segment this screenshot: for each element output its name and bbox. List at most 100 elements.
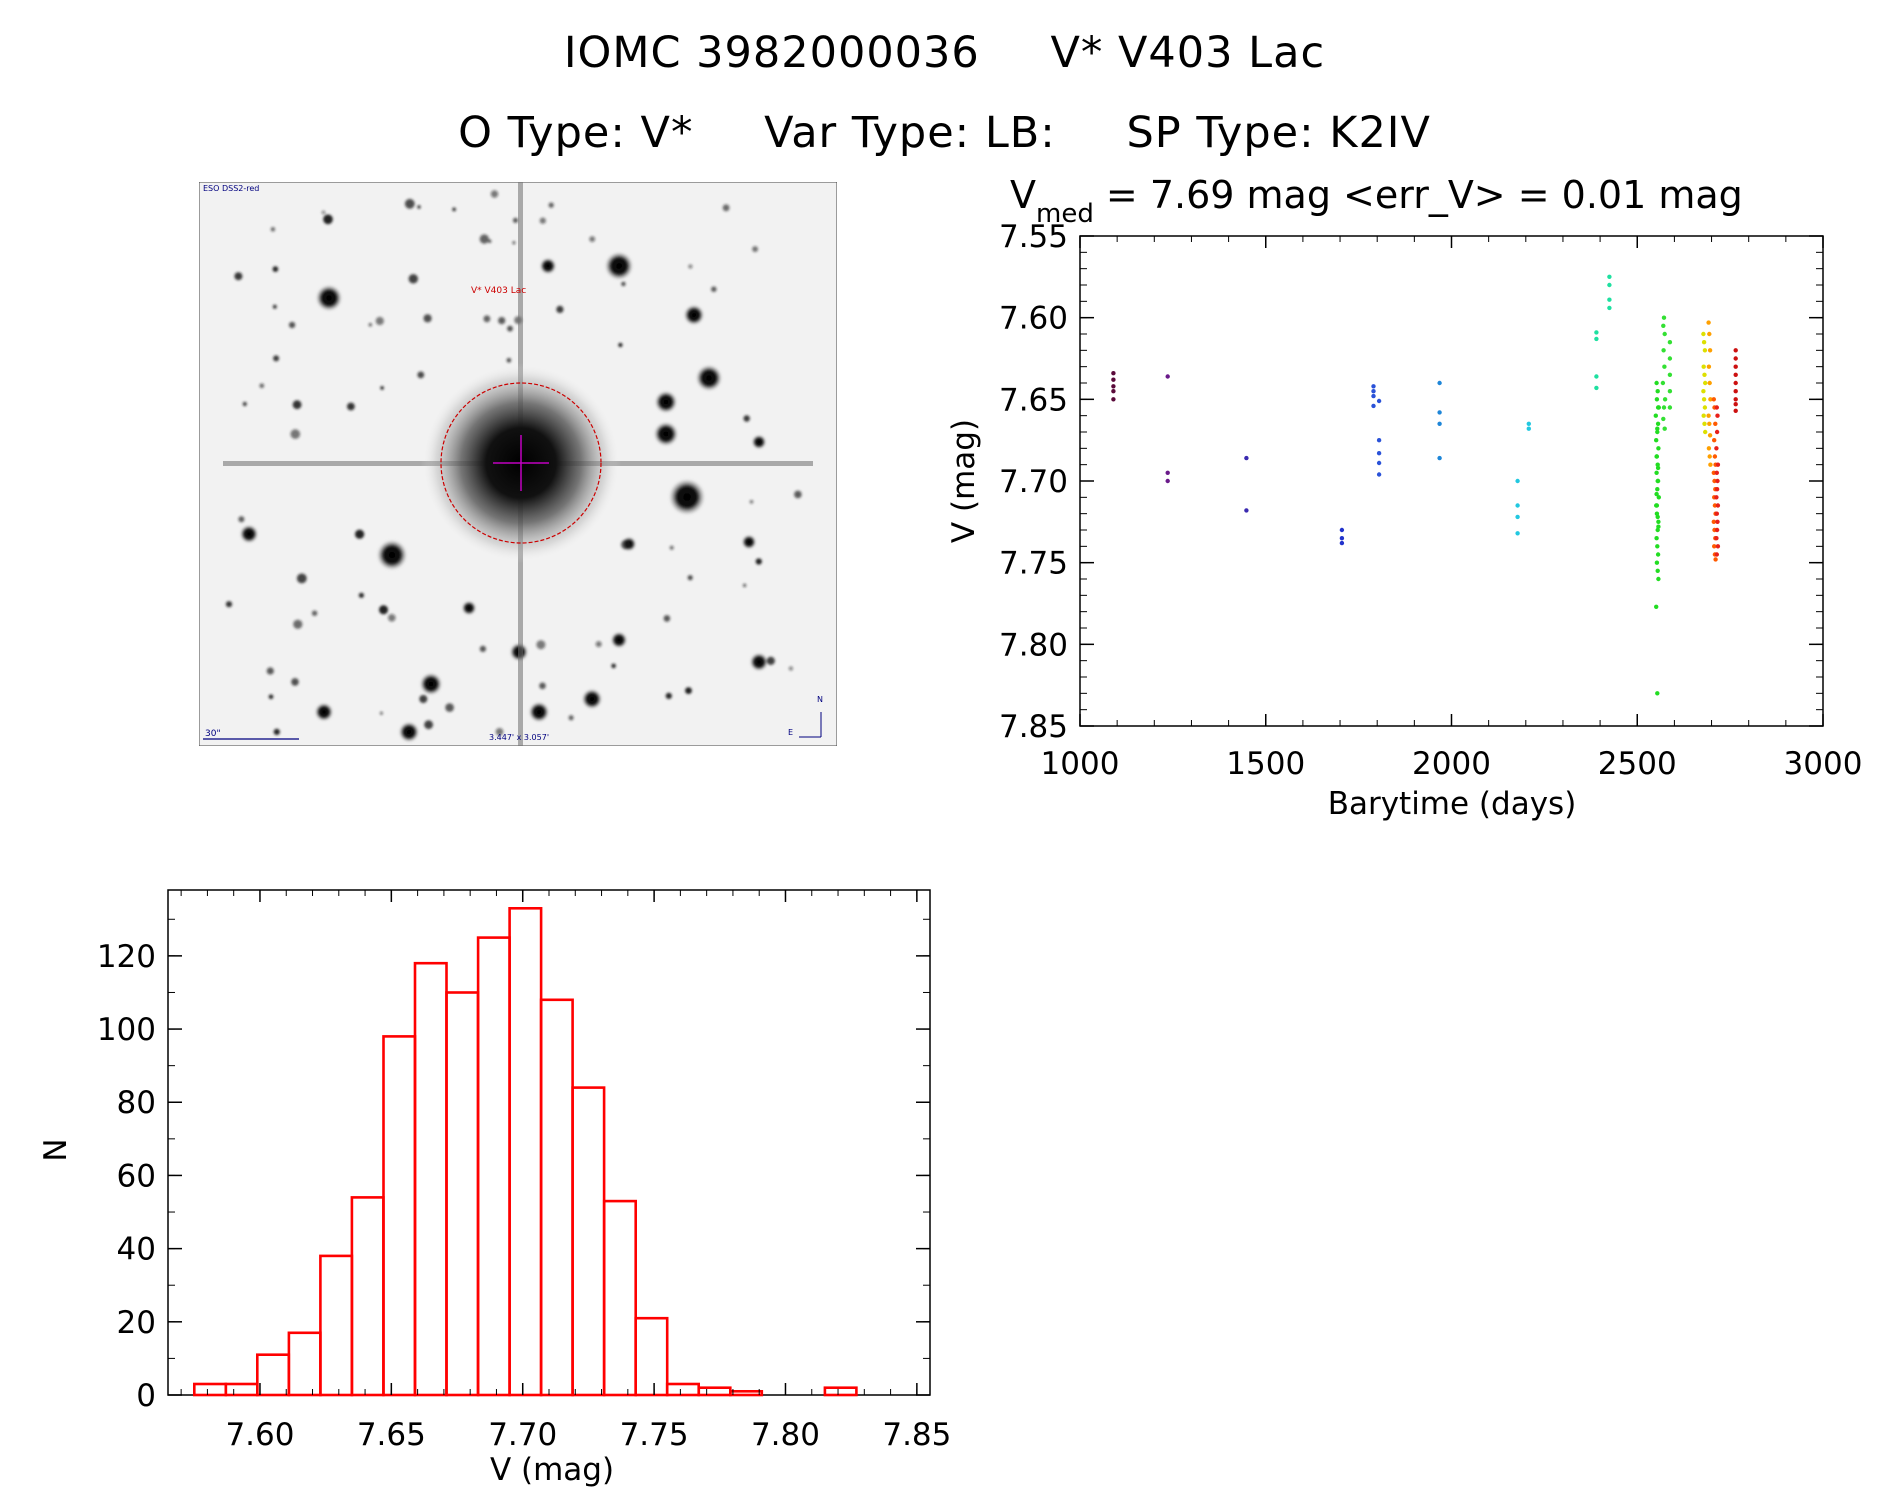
field-star	[669, 545, 674, 550]
field-star	[688, 264, 693, 269]
lc-point	[1111, 397, 1116, 402]
field-star	[539, 217, 546, 224]
lc-y-tick-label: 7.65	[999, 382, 1068, 418]
field-star	[513, 217, 518, 223]
field-star	[417, 205, 421, 209]
field-star	[234, 272, 243, 281]
lc-point	[1667, 372, 1673, 377]
lc-point	[1654, 397, 1660, 402]
lc-point	[1662, 364, 1667, 369]
lc-xlabel: Barytime (days)	[1328, 786, 1577, 822]
hist-bar	[823, 1386, 858, 1397]
field-star	[272, 304, 277, 309]
lc-point	[1371, 393, 1376, 399]
lc-point	[1244, 455, 1249, 461]
lc-point	[1111, 384, 1116, 389]
field-star	[512, 241, 516, 245]
lc-point	[1655, 405, 1661, 410]
lc-y-tick-label: 7.55	[999, 219, 1068, 255]
lc-y-tick-label: 7.70	[999, 464, 1068, 500]
field-star	[225, 601, 233, 608]
lc-point	[1339, 527, 1345, 533]
o-type: O Type: V*	[458, 108, 694, 158]
lc-point	[1667, 340, 1673, 345]
lc-point	[1655, 465, 1661, 471]
field-star	[536, 640, 546, 650]
lc-point	[1656, 519, 1661, 524]
field-star	[752, 435, 766, 449]
field-star	[621, 539, 631, 550]
lc-point	[1654, 454, 1659, 459]
light-curve-chart: Vmed = 7.69 mag <err_V> = 0.01 mag 1000 1…	[946, 173, 1862, 822]
hist-bar	[319, 1254, 354, 1397]
lc-point	[1733, 372, 1738, 377]
lc-point	[1371, 384, 1376, 389]
lc-point	[1701, 364, 1706, 369]
hist-bar	[350, 1196, 385, 1397]
field-star	[611, 663, 616, 669]
lc-plot-frame	[1079, 235, 1824, 727]
field-star	[379, 711, 383, 715]
lc-point	[1655, 552, 1661, 557]
field-star	[595, 641, 602, 648]
lc-point	[1708, 462, 1713, 467]
field-star	[621, 281, 626, 287]
hist-bar	[634, 1316, 669, 1397]
lc-point	[1714, 527, 1720, 533]
lc-point	[1661, 348, 1666, 353]
lc-point	[1594, 336, 1599, 342]
hist-y-tick-label: 0	[136, 1378, 156, 1414]
lc-point	[1714, 446, 1719, 451]
lc-point	[1703, 380, 1708, 386]
field-star	[722, 204, 730, 212]
field-star	[742, 535, 756, 549]
field-star	[419, 695, 428, 703]
lc-point	[1733, 356, 1738, 361]
lc-point	[1714, 511, 1720, 516]
lc-point	[1661, 416, 1666, 422]
lc-point	[1607, 274, 1612, 279]
hist-x-tick-label: 7.80	[751, 1417, 820, 1453]
lc-title: Vmed = 7.69 mag <err_V> = 0.01 mag	[1010, 173, 1743, 229]
hist-y-tick-label: 60	[117, 1158, 156, 1194]
field-star	[611, 632, 627, 648]
lc-point	[1702, 372, 1707, 377]
hist-bar	[445, 991, 480, 1397]
field-star	[654, 422, 678, 446]
lc-point	[1702, 405, 1708, 410]
field-star	[462, 601, 476, 615]
hist-bar	[413, 961, 448, 1397]
field-star	[488, 239, 492, 243]
lc-point	[1701, 397, 1707, 402]
lc-point	[1702, 348, 1708, 353]
lc-point	[1655, 421, 1661, 426]
field-star	[529, 702, 549, 722]
field-star	[750, 653, 768, 671]
lc-point	[1733, 364, 1738, 369]
lc-point	[1707, 380, 1712, 386]
var-type: Var Type: LB:	[764, 108, 1056, 158]
lc-point	[1706, 320, 1711, 325]
lc-point	[1607, 297, 1612, 302]
field-star	[663, 615, 671, 622]
lc-point	[1733, 408, 1738, 413]
field-star	[268, 694, 274, 700]
field-star	[618, 342, 623, 348]
hist-x-tick-label: 7.60	[225, 1417, 294, 1453]
lc-point	[1111, 371, 1116, 376]
lc-point	[1701, 331, 1706, 337]
lc-point	[1662, 397, 1668, 402]
lc-point	[1715, 478, 1720, 484]
field-stars	[225, 190, 802, 742]
field-star	[742, 583, 747, 588]
lc-point	[1701, 413, 1706, 418]
lc-point	[1715, 544, 1721, 549]
field-star	[589, 236, 596, 242]
lc-point	[1714, 470, 1720, 475]
field-star	[424, 720, 433, 730]
hist-bar	[224, 1382, 259, 1397]
lc-point	[1706, 446, 1712, 451]
lc-point	[1654, 380, 1659, 386]
lc-point	[1526, 426, 1532, 431]
field-star	[495, 728, 504, 736]
